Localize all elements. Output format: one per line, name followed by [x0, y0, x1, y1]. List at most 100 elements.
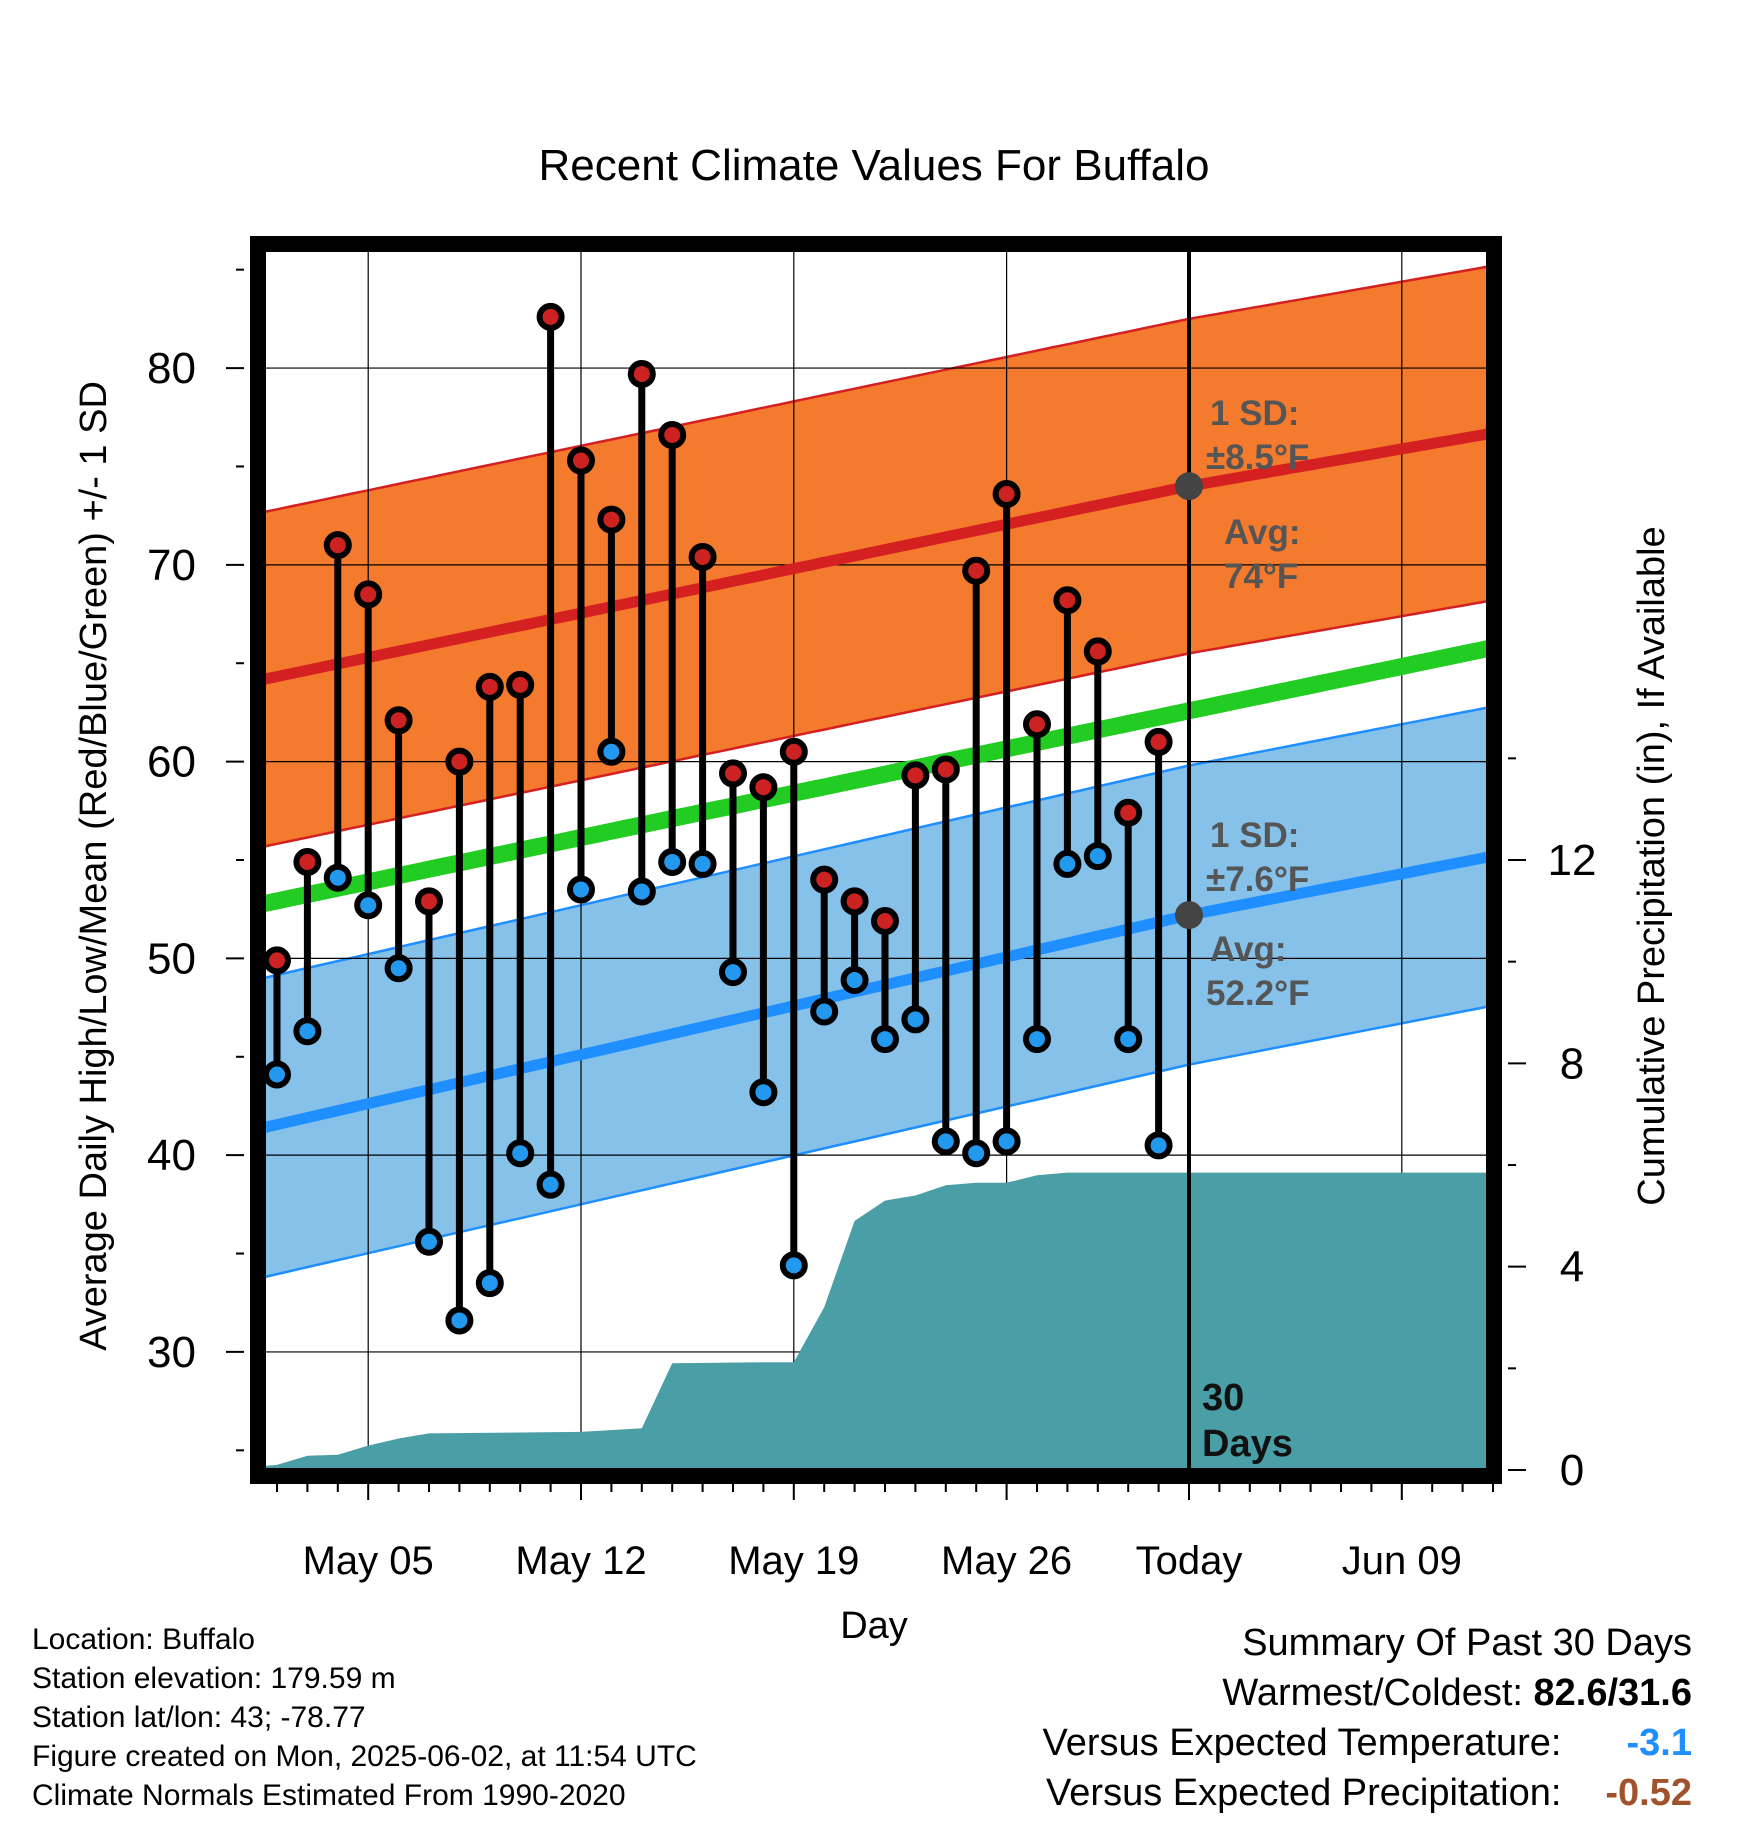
- high-sd-band-lower: [262, 599, 1490, 849]
- station-info: Location: Buffalo Station elevation: 179…: [32, 1620, 697, 1815]
- low-point: [931, 1127, 960, 1156]
- high-point: [323, 531, 352, 560]
- high-point: [506, 670, 535, 699]
- avg-high-line: [262, 427, 1490, 686]
- high-point: [658, 420, 687, 449]
- high-point: [1053, 586, 1082, 615]
- low-point: [840, 966, 869, 995]
- plot-frame: [250, 236, 1502, 1484]
- summary-panel: Summary Of Past 30 Days Warmest/Coldest:…: [1043, 1618, 1692, 1818]
- low-point: [384, 954, 413, 983]
- precip-value: -0.52: [1605, 1772, 1692, 1814]
- high-point: [1144, 727, 1173, 756]
- low-point: [1144, 1131, 1173, 1160]
- high-point: [445, 747, 474, 776]
- chart-title: Recent Climate Values For Buffalo: [539, 141, 1210, 190]
- low-point: [567, 875, 595, 904]
- warm-cold-value: 82.6/31.6: [1533, 1672, 1692, 1714]
- low-point: [1114, 1025, 1143, 1054]
- y-tick-label: 50: [147, 934, 196, 983]
- days-label-line2: Days: [1202, 1423, 1293, 1465]
- high-point: [1023, 710, 1051, 739]
- low-point: [810, 997, 839, 1026]
- elevation-text: Station elevation: 179.59 m: [32, 1662, 396, 1695]
- high-point: [931, 755, 960, 784]
- days-label-line1: 30: [1202, 1377, 1244, 1419]
- summary-precip: Versus Expected Precipitation: -0.52: [1043, 1768, 1692, 1818]
- high-point: [1114, 798, 1143, 827]
- low-point: [871, 1025, 899, 1054]
- high-point: [840, 887, 869, 916]
- low-point: [1083, 842, 1112, 871]
- low-point: [415, 1227, 443, 1256]
- y-tick-label: 60: [147, 738, 196, 787]
- high-sd-band-upper: [262, 264, 1490, 514]
- avg-mean-line: [262, 639, 1490, 913]
- y-axis-label: Average Daily High/Low/Mean (Red/Blue/Gr…: [73, 381, 115, 1351]
- x-axis-label: Day: [840, 1605, 908, 1647]
- y-tick-label: 30: [147, 1328, 196, 1377]
- y2-tick-label: 4: [1560, 1243, 1584, 1292]
- temp-label: Versus Expected Temperature:: [1042, 1722, 1562, 1764]
- x-tick-label: May 19: [728, 1539, 859, 1583]
- low-avg-label: Avg:: [1210, 930, 1286, 969]
- high-point: [810, 865, 839, 894]
- high-point: [293, 847, 322, 876]
- high-point: [1083, 637, 1112, 666]
- low-point: [1053, 849, 1082, 878]
- created-text: Figure created on Mon, 2025-06-02, at 11…: [32, 1740, 697, 1773]
- high-point: [384, 706, 413, 735]
- high-point: [779, 737, 808, 766]
- low-sd-value: ±7.6°F: [1206, 860, 1309, 899]
- y2-tick-label: 8: [1560, 1039, 1584, 1088]
- low-point: [688, 849, 717, 878]
- y2-axis-label: Cumulative Precipitation (in), If Availa…: [1631, 526, 1673, 1205]
- low-point: [323, 863, 352, 892]
- high-point: [749, 773, 778, 802]
- avg-low-line: [262, 851, 1490, 1134]
- low-point: [506, 1139, 535, 1168]
- x-tick-label: May 26: [941, 1539, 1072, 1583]
- low-sd-label: 1 SD:: [1210, 816, 1299, 855]
- low-point: [658, 847, 687, 876]
- temp-value: -3.1: [1626, 1722, 1692, 1764]
- y-tick-label: 80: [147, 344, 196, 393]
- avg-low-today-dot: [1175, 901, 1203, 930]
- warm-cold-label: Warmest/Coldest:: [1222, 1672, 1523, 1714]
- high-avg-value: 74°F: [1224, 557, 1298, 596]
- x-tick-label: Jun 09: [1342, 1539, 1462, 1583]
- high-sd-label: 1 SD:: [1210, 394, 1299, 433]
- low-point: [719, 958, 747, 987]
- high-point: [901, 761, 930, 790]
- high-point: [597, 505, 626, 534]
- high-point: [688, 542, 717, 571]
- low-point: [475, 1269, 504, 1298]
- low-point: [779, 1251, 808, 1280]
- y-tick-label: 40: [147, 1131, 196, 1180]
- x-tick-label: May 05: [303, 1539, 434, 1583]
- high-point: [719, 759, 747, 788]
- low-point: [749, 1078, 778, 1107]
- latlon-text: Station lat/lon: 43; -78.77: [32, 1701, 366, 1734]
- high-point: [536, 302, 565, 331]
- high-sd-value: ±8.5°F: [1206, 438, 1309, 477]
- low-point: [293, 1017, 322, 1046]
- location-text: Location: Buffalo: [32, 1623, 255, 1656]
- low-point: [597, 737, 626, 766]
- precip-area: [262, 1172, 1490, 1470]
- low-sd-band-lower: [262, 1004, 1490, 1279]
- high-point: [627, 359, 656, 388]
- high-point: [475, 672, 504, 701]
- high-point: [263, 946, 291, 975]
- high-point: [354, 580, 383, 609]
- high-point: [567, 446, 595, 475]
- avg-high-today-dot: [1175, 472, 1203, 501]
- high-avg-label: Avg:: [1224, 513, 1300, 552]
- high-point: [415, 887, 443, 916]
- y2-tick-label: 0: [1560, 1446, 1584, 1495]
- low-point: [962, 1139, 991, 1168]
- low-point: [263, 1060, 291, 1089]
- summary-temp: Versus Expected Temperature: -3.1: [1043, 1718, 1692, 1768]
- plot-area: [262, 250, 1490, 1470]
